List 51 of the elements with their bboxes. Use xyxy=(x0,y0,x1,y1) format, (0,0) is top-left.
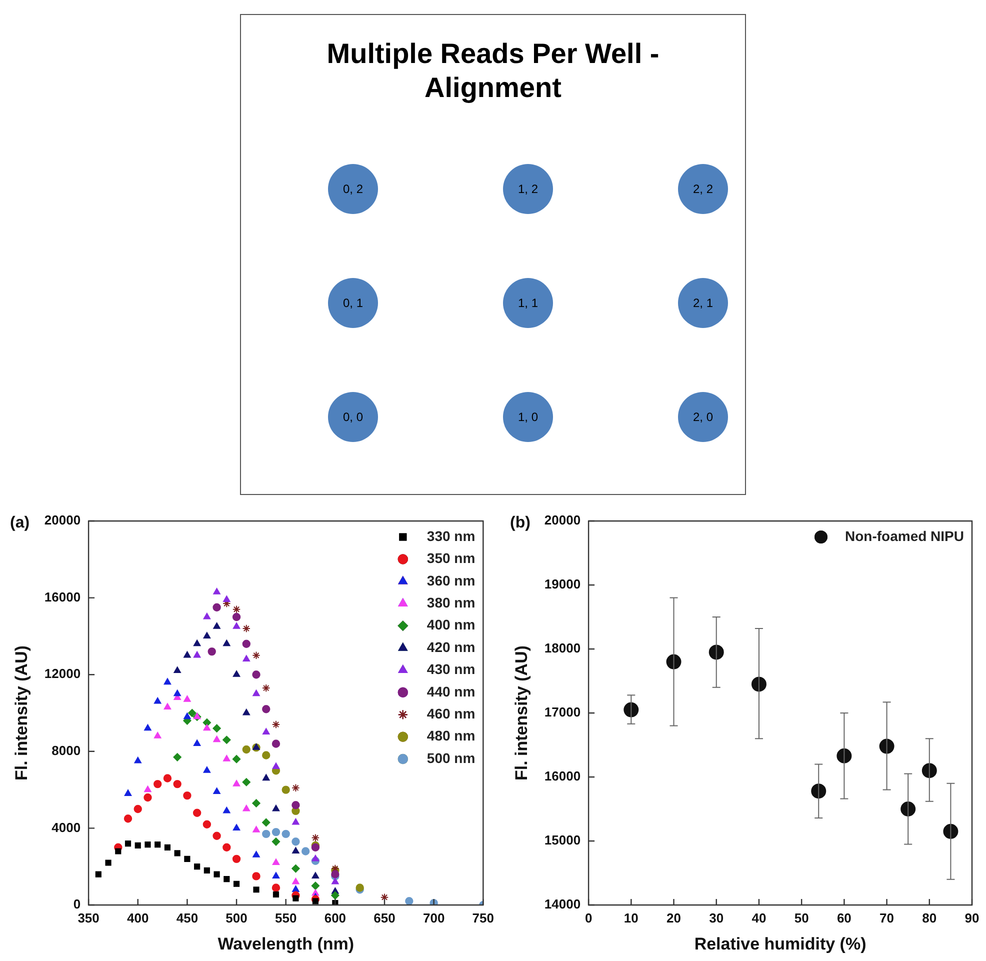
legend-label: 330 nm xyxy=(426,528,476,544)
y-tick-label: 19000 xyxy=(544,576,581,592)
x-tick-label: 500 xyxy=(226,910,248,926)
legend-label: 500 nm xyxy=(426,750,476,766)
legend-label: 380 nm xyxy=(426,594,476,610)
x-tick-label: 550 xyxy=(275,910,297,926)
x-tick-label: 750 xyxy=(472,910,494,926)
y-tick-label: 14000 xyxy=(544,896,581,912)
x-tick-label: 0 xyxy=(584,910,592,926)
legend-label: 440 nm xyxy=(426,683,476,700)
legend-label: 360 nm xyxy=(426,572,476,588)
y-tick-label: 17000 xyxy=(544,704,581,720)
x-tick-label: 80 xyxy=(922,910,937,926)
y-tick-label: 4000 xyxy=(52,820,81,835)
x-tick-label: 50 xyxy=(794,910,809,926)
x-tick-label: 400 xyxy=(127,910,149,926)
y-tick-label: 0 xyxy=(73,896,81,912)
y-tick-label: 20000 xyxy=(544,512,581,528)
text: (b) xyxy=(510,514,530,532)
y-tick-label: 8000 xyxy=(52,742,81,758)
x-tick-label: 90 xyxy=(964,910,980,926)
text: Multiple Reads Per Well - Alignment xyxy=(326,37,660,105)
y-tick-label: 16000 xyxy=(544,768,581,784)
x-tick-label: 40 xyxy=(752,910,766,926)
y-axis-title: Fl. intensity (AU) xyxy=(512,645,531,781)
y-tick-label: 15000 xyxy=(544,832,581,848)
y-tick-label: 16000 xyxy=(44,589,81,604)
x-tick-label: 350 xyxy=(78,910,100,926)
x-tick-label: 10 xyxy=(624,910,638,926)
x-tick-label: 30 xyxy=(709,910,724,926)
y-tick-label: 20000 xyxy=(44,512,81,528)
legend-label: 400 nm xyxy=(426,616,476,633)
legend-label: Non-foamed NIPU xyxy=(845,528,964,544)
x-axis-title: Relative humidity (%) xyxy=(694,934,866,954)
x-axis-title: Wavelength (nm) xyxy=(218,934,354,954)
legend-label: 430 nm xyxy=(426,661,476,678)
legend-label: 350 nm xyxy=(426,550,476,566)
x-tick-label: 600 xyxy=(324,910,346,926)
x-tick-label: 70 xyxy=(880,910,894,926)
y-tick-label: 12000 xyxy=(44,666,81,682)
x-tick-label: 650 xyxy=(374,910,396,926)
y-tick-label: 18000 xyxy=(544,640,581,656)
legend-label: 420 nm xyxy=(426,638,476,655)
x-tick-label: 450 xyxy=(176,910,198,926)
x-tick-label: 20 xyxy=(666,910,681,926)
x-tick-label: 60 xyxy=(836,910,852,926)
y-axis-title: Fl. intensity (AU) xyxy=(12,645,31,781)
x-tick-label: 700 xyxy=(422,910,445,926)
legend-label: 480 nm xyxy=(426,728,476,744)
legend-label: 460 nm xyxy=(426,705,476,722)
text: (a) xyxy=(10,514,30,532)
